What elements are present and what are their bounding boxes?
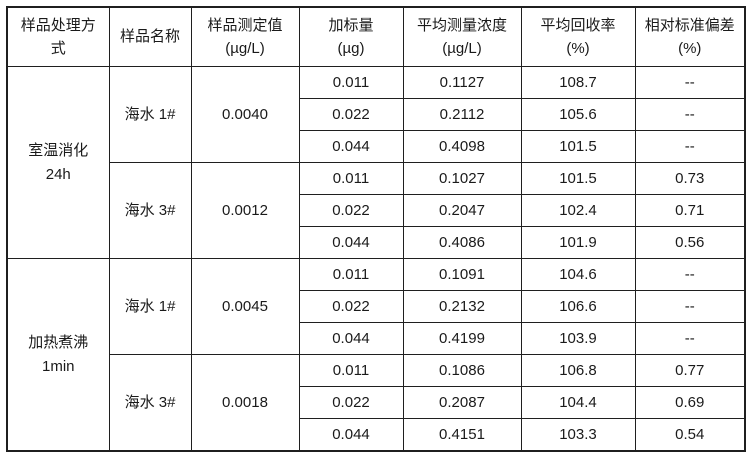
recovery-cell: 105.6 [520, 98, 636, 131]
table-row: 0.044 0.4151 103.3 0.54 [7, 418, 746, 452]
spike-recovery-table: 样品处理方 式样品名称 样品测定值 (µg/L) 加标量 (µg) 平均测量浓度 (µ… [6, 6, 746, 452]
avg-concentration-cell: 0.2132 [402, 290, 522, 323]
table-row: 0.022 0.2087 104.4 0.69 [7, 386, 746, 419]
rsd-cell: -- [634, 98, 746, 131]
avg-concentration-cell: 0.1086 [402, 354, 522, 387]
table-row: 室温消化 24h 海水 1# 0.0040 0.011 0.1127 108.7 -- [6, 66, 746, 259]
treatment-cell: 室温消化 24h [6, 66, 110, 259]
rsd-cell: 0.54 [634, 418, 746, 452]
recovery-cell: 104.6 [520, 258, 636, 291]
measured-value-cell: 0.0012 [190, 162, 300, 259]
table-row: 0.022 0.2112 105.6 -- [7, 98, 746, 131]
rsd-cell: 0.73 [634, 162, 746, 195]
spike-amount-cell: 0.044 [298, 322, 404, 355]
recovery-cell: 106.6 [520, 290, 636, 323]
spike-amount-cell: 0.011 [298, 354, 404, 387]
recovery-cell: 108.7 [520, 66, 636, 99]
table-row: 海水 3# 0.0018 0.011 0.1086 106.8 0.77 [7, 354, 746, 452]
recovery-cell: 103.3 [520, 418, 636, 452]
rsd-cell: -- [634, 66, 746, 99]
avg-concentration-cell: 0.1127 [402, 66, 522, 99]
rsd-cell: 0.71 [634, 194, 746, 227]
recovery-cell: 103.9 [520, 322, 636, 355]
avg-concentration-cell: 0.1027 [402, 162, 522, 195]
spike-amount-cell: 0.044 [298, 226, 404, 259]
treatment-cell: 加热煮沸 1min [6, 258, 110, 452]
header-spike-amount: 加标量 (µg) [298, 6, 404, 67]
table-row: 0.022 0.2132 106.6 -- [7, 290, 746, 323]
header-treatment: 样品处理方 式 [6, 6, 110, 67]
avg-concentration-cell: 0.2087 [402, 386, 522, 419]
rsd-cell: 0.56 [634, 226, 746, 259]
avg-concentration-cell: 0.4199 [402, 322, 522, 355]
avg-concentration-cell: 0.1091 [402, 258, 522, 291]
spike-amount-cell: 0.022 [298, 290, 404, 323]
sample-name-cell: 海水 3# [108, 354, 192, 452]
spike-amount-cell: 0.011 [298, 258, 404, 291]
rsd-cell: -- [634, 258, 746, 291]
spike-amount-cell: 0.022 [298, 98, 404, 131]
spike-amount-cell: 0.044 [298, 418, 404, 452]
recovery-cell: 102.4 [520, 194, 636, 227]
table-row: 海水 3# 0.0012 0.011 0.1027 101.5 0.73 [7, 162, 746, 259]
header-recovery: 平均回收率 (%) [520, 6, 636, 67]
rsd-cell: 0.77 [634, 354, 746, 387]
recovery-cell: 101.9 [520, 226, 636, 259]
spike-amount-cell: 0.011 [298, 162, 404, 195]
table-row: 0.022 0.2047 102.4 0.71 [7, 194, 746, 227]
avg-concentration-cell: 0.2112 [402, 98, 522, 131]
table-row: 0.044 0.4098 101.5 -- [7, 130, 746, 163]
table-row: 加热煮沸 1min 海水 1# 0.0045 0.011 0.1091 104.6 -- [6, 258, 746, 452]
avg-concentration-cell: 0.4151 [402, 418, 522, 452]
avg-concentration-cell: 0.4098 [402, 130, 522, 163]
rsd-cell: -- [634, 290, 746, 323]
table-header-row: 样品处理方 式样品名称 样品测定值 (µg/L) 加标量 (µg) 平均测量浓度 (µ… [6, 6, 746, 67]
spike-amount-cell: 0.022 [298, 194, 404, 227]
recovery-cell: 104.4 [520, 386, 636, 419]
header-avg-concentration: 平均测量浓度 (µg/L) [402, 6, 522, 67]
rsd-cell: -- [634, 322, 746, 355]
header-rsd: 相对标准偏差 (%) [634, 6, 746, 67]
header-sample-name: 样品名称 [108, 6, 192, 67]
recovery-cell: 101.5 [520, 130, 636, 163]
sample-name-cell: 海水 3# [108, 162, 192, 259]
avg-concentration-cell: 0.4086 [402, 226, 522, 259]
table-body: 室温消化 24h 海水 1# 0.0040 0.011 0.1127 108.7 -- 0.0… [6, 66, 746, 452]
measured-value-cell: 0.0045 [190, 258, 300, 355]
table-row: 0.044 0.4199 103.9 -- [7, 322, 746, 355]
recovery-cell: 106.8 [520, 354, 636, 387]
spike-amount-cell: 0.022 [298, 386, 404, 419]
header-measured-value: 样品测定值 (µg/L) [190, 6, 300, 67]
measured-value-cell: 0.0040 [190, 66, 300, 163]
rsd-cell: 0.69 [634, 386, 746, 419]
table-row: 0.044 0.4086 101.9 0.56 [7, 226, 746, 259]
sample-name-cell: 海水 1# [108, 66, 192, 163]
spike-amount-cell: 0.011 [298, 66, 404, 99]
sample-name-cell: 海水 1# [108, 258, 192, 355]
measured-value-cell: 0.0018 [190, 354, 300, 452]
rsd-cell: -- [634, 130, 746, 163]
recovery-cell: 101.5 [520, 162, 636, 195]
spike-amount-cell: 0.044 [298, 130, 404, 163]
avg-concentration-cell: 0.2047 [402, 194, 522, 227]
